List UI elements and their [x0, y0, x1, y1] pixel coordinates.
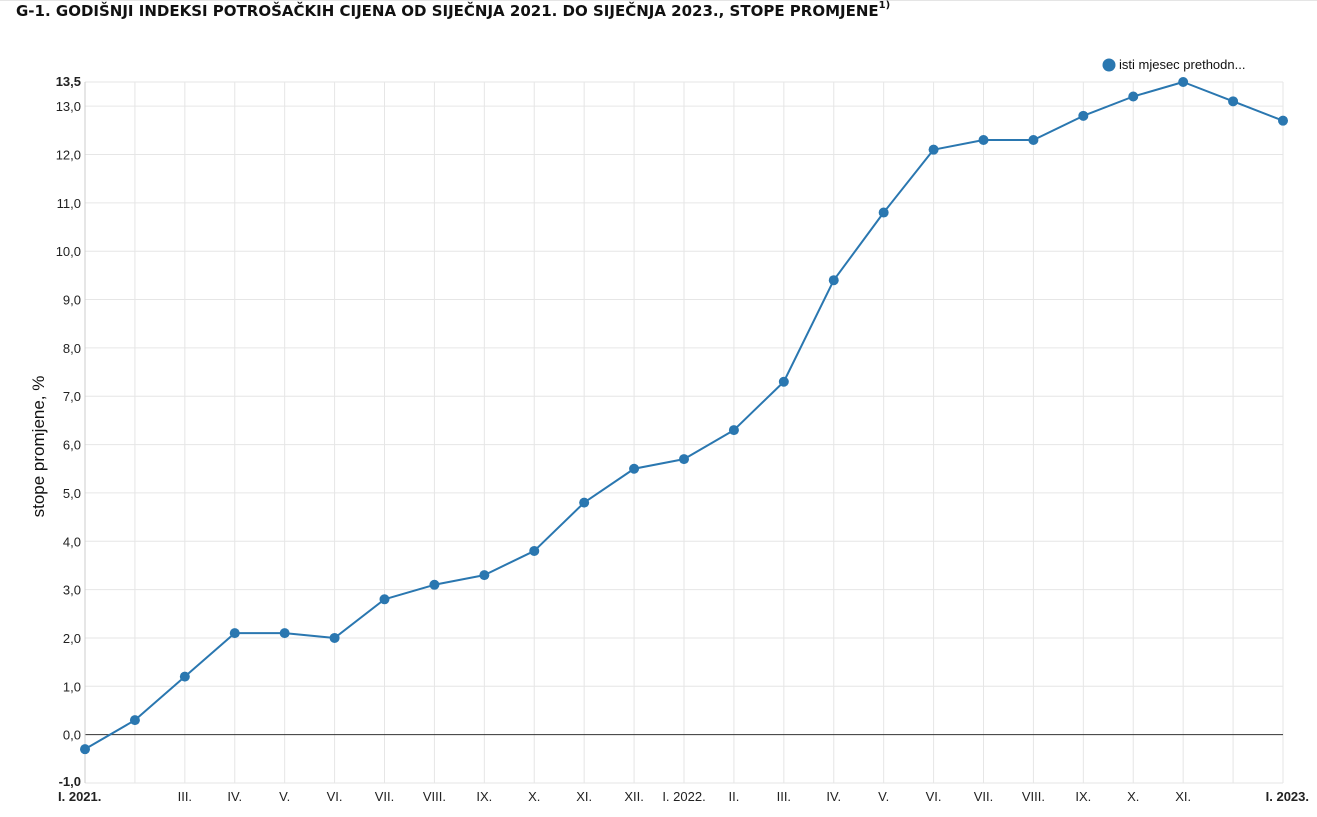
x-tick-label: XII. [624, 789, 644, 804]
y-tick-label: 5,0 [63, 486, 81, 501]
x-tick-label: X. [528, 789, 540, 804]
data-point[interactable] [928, 144, 939, 155]
x-tick-label: XI. [576, 789, 592, 804]
x-tick-label: III. [178, 789, 192, 804]
data-point[interactable] [179, 671, 190, 682]
data-point[interactable] [80, 744, 90, 755]
x-tick-label: VI. [926, 789, 942, 804]
y-tick-label: 10,0 [56, 244, 81, 259]
data-point[interactable] [379, 594, 390, 605]
data-point[interactable] [479, 570, 490, 581]
data-point[interactable] [1128, 91, 1139, 102]
y-axis-tick-labels: -1,0 0,0 1,0 2,0 3,0 4,0 5,0 6,0 7,0 8,0 9,0 10,0 11… [56, 74, 81, 789]
y-tick-label: 4,0 [63, 534, 81, 549]
y-tick-label: 13,0 [56, 99, 81, 114]
y-tick-label: 2,0 [63, 631, 81, 646]
vertical-gridlines [84, 82, 1284, 783]
chart-title: G-1. GODIŠNJI INDEKSI POTROŠAČKIH CIJENA… [16, 0, 891, 20]
y-tick-label: 13,5 [56, 74, 81, 89]
legend-label: isti mjesec prethodn... [1119, 57, 1245, 72]
y-tick-label: -1,0 [59, 774, 81, 789]
x-tick-label: VII. [375, 789, 395, 804]
y-tick-label: 11,0 [57, 196, 81, 211]
data-point[interactable] [679, 454, 689, 465]
data-point[interactable] [629, 463, 640, 474]
chart-title-footnote-mark: 1) [878, 0, 891, 11]
x-tick-label: IV. [826, 789, 841, 804]
x-tick-label: V. [279, 789, 290, 804]
data-point[interactable] [1028, 135, 1039, 146]
data-point[interactable] [828, 275, 839, 286]
x-tick-label: VIII. [423, 789, 446, 804]
y-tick-label: 3,0 [63, 583, 81, 598]
x-tick-label: VIII. [1022, 789, 1045, 804]
data-point[interactable] [579, 497, 590, 508]
data-point[interactable] [1228, 96, 1239, 107]
data-point[interactable] [728, 425, 739, 436]
x-tick-label: VII. [974, 789, 994, 804]
series-line-group [80, 77, 1288, 755]
data-point[interactable] [1178, 77, 1189, 87]
y-tick-label: 8,0 [63, 341, 81, 356]
data-point[interactable] [778, 376, 789, 387]
legend[interactable]: isti mjesec prethodn... [1102, 57, 1246, 72]
y-tick-label: 7,0 [63, 389, 81, 404]
chart-title-text: G-1. GODIŠNJI INDEKSI POTROŠAČKIH CIJENA… [16, 2, 879, 20]
x-tick-label: VI. [327, 789, 343, 804]
y-tick-label: 0,0 [63, 728, 81, 743]
y-tick-label: 1,0 [63, 679, 81, 694]
data-point[interactable] [279, 628, 290, 639]
data-point[interactable] [978, 135, 989, 146]
y-tick-label: 6,0 [63, 438, 81, 453]
x-tick-label: X. [1127, 789, 1139, 804]
x-tick-label: I. 2022. [662, 789, 705, 804]
legend-marker [1102, 58, 1116, 72]
y-tick-label: 9,0 [63, 293, 81, 308]
data-point[interactable] [429, 579, 440, 590]
data-point[interactable] [229, 628, 240, 639]
x-tick-label: V. [878, 789, 889, 804]
y-tick-label: 12,0 [56, 148, 81, 163]
data-point[interactable] [529, 545, 540, 556]
x-axis-tick-labels: I. 2021. III. IV. V. VI. VII. VIII. IX. X. XI. XII… [58, 789, 1309, 804]
x-tick-label: IX. [476, 789, 492, 804]
x-tick-label: III. [777, 789, 791, 804]
data-point[interactable] [129, 715, 140, 726]
data-point[interactable] [878, 207, 889, 218]
x-tick-label: IV. [227, 789, 242, 804]
y-axis-title: stope promjene, % [29, 376, 48, 518]
x-tick-label: IX. [1075, 789, 1091, 804]
data-point[interactable] [329, 632, 340, 643]
data-point[interactable] [1078, 110, 1089, 121]
x-tick-label: I. 2023. [1266, 789, 1309, 804]
x-tick-label: I. 2021. [58, 789, 101, 804]
top-border [0, 0, 1317, 1]
x-tick-label: II. [728, 789, 739, 804]
data-point[interactable] [1278, 115, 1288, 126]
x-tick-label: XI. [1175, 789, 1191, 804]
